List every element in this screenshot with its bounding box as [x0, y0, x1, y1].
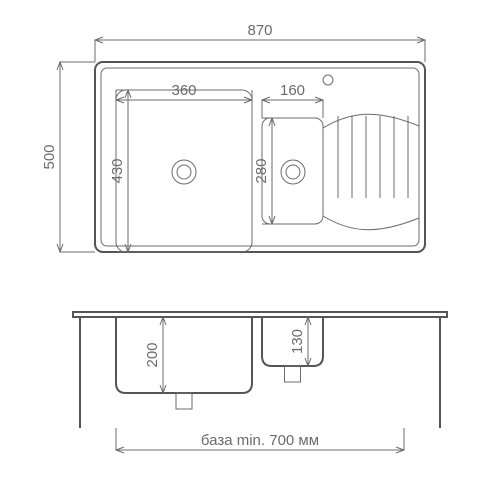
dimensions: 870 500 360 430 160 280 200 130 база min. 700 мм	[41, 22, 425, 450]
top-view	[95, 62, 425, 252]
dim-label: 500	[41, 144, 58, 169]
dim-label: 360	[171, 82, 196, 99]
dim-label: 870	[247, 22, 272, 39]
dim-label: 130	[289, 329, 306, 354]
dim-label: 200	[144, 342, 161, 367]
dim-label-base: база min. 700 мм	[201, 432, 319, 449]
dim-label: 430	[109, 158, 126, 183]
dim-label: 280	[253, 158, 270, 183]
side-view	[73, 312, 447, 428]
dim-label: 160	[280, 82, 305, 99]
sink-technical-drawing: 870 500 360 430 160 280 200 130 база min. 700 мм	[0, 0, 500, 500]
